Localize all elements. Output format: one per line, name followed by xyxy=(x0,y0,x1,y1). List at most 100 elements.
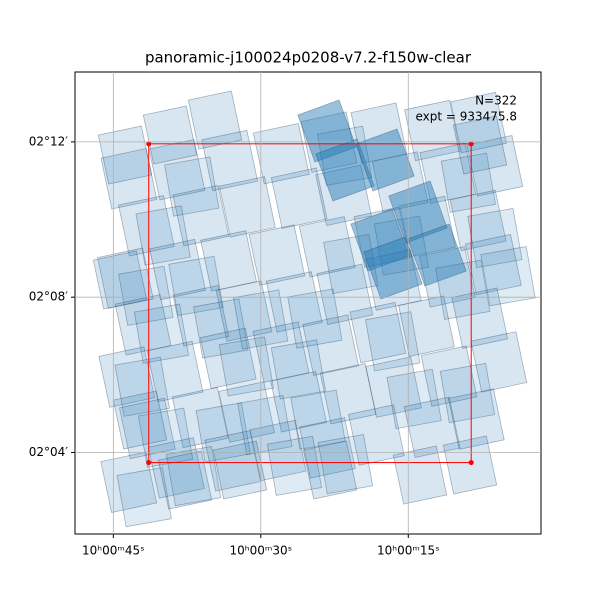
footprint-tile xyxy=(470,331,528,393)
footprint-tile xyxy=(442,435,498,495)
footprint-tile xyxy=(157,450,213,510)
footprint-tile xyxy=(316,125,373,186)
footprint-tile xyxy=(118,397,176,460)
footprint-tile xyxy=(97,247,154,309)
footprint-tile xyxy=(451,287,509,349)
footprint-tile xyxy=(114,294,172,356)
footprint-tile xyxy=(435,259,491,320)
annotation: expt = 933475.8 xyxy=(415,110,517,124)
footprint-tile xyxy=(350,208,410,272)
footprint-tile xyxy=(349,301,407,364)
footprint-tile xyxy=(142,105,198,165)
footprint-tile xyxy=(353,206,411,268)
footprint-tile xyxy=(399,195,456,258)
footprint-tile xyxy=(249,419,307,482)
footprint-tile xyxy=(116,467,172,528)
region-corner xyxy=(146,460,152,466)
footprint-tile xyxy=(265,271,323,333)
footprint-tile xyxy=(386,368,442,430)
footprint-tile xyxy=(100,451,158,513)
chart-title: panoramic-j100024p0208-v7.2-f150w-clear xyxy=(145,49,472,67)
footprint-tile xyxy=(218,336,274,397)
footprint-tile xyxy=(164,156,220,217)
footprint-tile xyxy=(97,125,153,185)
footprint-tile xyxy=(348,404,405,466)
footprint-tile xyxy=(447,388,505,450)
footprint-tile xyxy=(319,363,377,425)
y-tick-label: 02°12′ xyxy=(29,134,69,148)
footprint-tile xyxy=(466,135,524,197)
footprint-tile xyxy=(407,223,467,287)
footprint-tile xyxy=(420,345,478,407)
footprint-tile xyxy=(363,236,423,300)
footprint-tile xyxy=(219,176,276,238)
footprint-tile xyxy=(290,389,346,450)
footprint-tile xyxy=(450,91,507,154)
y-tick-label: 02°08′ xyxy=(29,290,69,304)
region-corner xyxy=(468,141,474,147)
x-tick-label: 10ʰ00ᵐ45ˢ xyxy=(82,544,145,558)
region-corner xyxy=(468,460,474,466)
footprint-tile xyxy=(298,216,356,278)
footprint-tile xyxy=(465,233,522,296)
footprint-tile xyxy=(467,207,523,269)
footprint-tile xyxy=(419,142,477,204)
footprint-tile xyxy=(252,321,310,383)
footprint-tile xyxy=(171,386,229,449)
footprint-tile xyxy=(403,396,461,458)
footprint-tile xyxy=(323,233,379,295)
footprint-tile xyxy=(439,362,496,424)
footprint-tile xyxy=(112,390,168,450)
footprint-tile xyxy=(212,440,268,500)
footprint-tile xyxy=(215,280,273,342)
footprint-tile xyxy=(199,327,257,389)
footprint-tile xyxy=(480,246,536,307)
footprint-tile xyxy=(195,402,251,463)
footprint-tile xyxy=(172,185,230,247)
x-tick-label: 10ʰ00ᵐ15ˢ xyxy=(377,544,440,558)
region-corner xyxy=(146,141,152,147)
footprint-tile xyxy=(114,356,170,417)
footprint-tile xyxy=(266,435,323,496)
footprint-tile xyxy=(373,215,430,276)
footprints xyxy=(92,90,536,528)
footprint-tile xyxy=(92,250,148,310)
plot-frame xyxy=(74,71,542,535)
footprint-tile xyxy=(452,115,508,175)
footprint-tile xyxy=(133,303,190,364)
footprint-tile xyxy=(270,371,327,433)
footprint-tile xyxy=(187,90,243,150)
footprint-tile xyxy=(364,249,422,311)
footprint-tile xyxy=(193,298,249,359)
footprint-tile xyxy=(302,314,360,376)
footprint-tile xyxy=(165,446,222,507)
footprint-tile xyxy=(355,128,415,192)
footprint-tile xyxy=(149,238,206,301)
y-tick-label: 02°04′ xyxy=(29,445,69,459)
footprint-tile xyxy=(371,151,429,213)
x-tick-label: 10ʰ00ᵐ30ˢ xyxy=(229,544,292,558)
footprint-tile xyxy=(201,129,259,192)
footprint-tile xyxy=(172,285,230,347)
footprint-tile xyxy=(148,139,206,201)
footprint-tile xyxy=(365,311,421,372)
footprint-tile xyxy=(248,224,306,286)
annotation: N=322 xyxy=(475,94,517,108)
footprint-tile xyxy=(302,440,358,500)
footprint-tile xyxy=(315,164,372,226)
footprint-tile xyxy=(168,255,224,316)
overlay: N=322 expt = 933475.8 xyxy=(74,71,542,535)
footprint-tile xyxy=(316,263,374,325)
footprint-tile xyxy=(270,167,328,229)
footprint-tile xyxy=(398,295,455,357)
footprint-tile xyxy=(297,99,357,163)
footprint-tile xyxy=(135,205,191,266)
footprint-tile xyxy=(392,445,448,505)
footprint-tile xyxy=(317,434,374,495)
footprint-tile xyxy=(100,148,158,210)
footprint-tile xyxy=(200,230,257,292)
footprint-tile xyxy=(146,340,204,403)
footprint-tile xyxy=(388,180,448,244)
